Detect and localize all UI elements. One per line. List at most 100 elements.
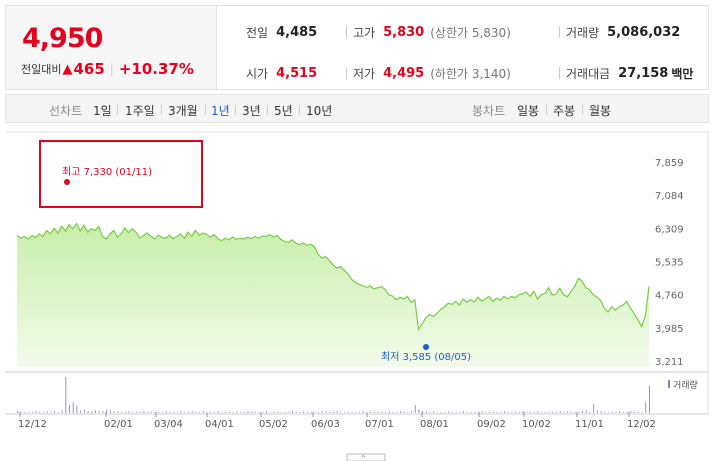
- volume-bar: [106, 409, 108, 413]
- volume-bar: [530, 412, 531, 413]
- candle-daily[interactable]: 일봉: [517, 104, 540, 118]
- volume-bar: [117, 411, 119, 413]
- period-3y[interactable]: 3년: [242, 104, 261, 118]
- volume-bar: [481, 411, 483, 413]
- chevron-up-icon: ^: [360, 454, 367, 461]
- volume-bar: [463, 411, 465, 413]
- volume-bar: [95, 410, 96, 413]
- x-tick-label: 03/04: [154, 419, 183, 430]
- volume-bar: [355, 412, 357, 413]
- candle-weekly[interactable]: 주봉: [553, 104, 576, 118]
- prev-close-value: 4,485: [276, 25, 318, 40]
- volume-bar: [466, 412, 468, 413]
- volume-bar: [507, 412, 509, 413]
- period-1w[interactable]: 1주일: [125, 104, 155, 118]
- volume-bar: [634, 412, 636, 413]
- y-tick-label: 3,985: [655, 324, 684, 335]
- up-arrow-icon: ▲: [62, 61, 73, 77]
- high-label: 고가: [353, 26, 376, 40]
- volume-bar: [578, 412, 580, 413]
- x-tick-label: 09/02: [477, 419, 506, 430]
- volume-bar: [128, 411, 130, 413]
- period-5y[interactable]: 5년: [274, 104, 293, 118]
- volume-bar: [585, 410, 587, 413]
- volume-bar: [266, 411, 267, 413]
- high-annotation: 최고 7,330 (01/11): [62, 166, 152, 178]
- volume-bar: [284, 412, 286, 413]
- volume-bar: [236, 411, 238, 413]
- volume-bar: [411, 411, 412, 413]
- volume-bar: [273, 412, 275, 413]
- volume-bar: [225, 412, 227, 413]
- volume-bar: [54, 411, 56, 413]
- volume-bar: [206, 412, 208, 413]
- volume-bar: [31, 412, 33, 413]
- volume-bar: [109, 410, 111, 413]
- volume-bar: [548, 412, 550, 413]
- volume-bar: [191, 411, 193, 413]
- volume-bar: [522, 411, 524, 413]
- volume-bar: [541, 412, 543, 413]
- volume-bar: [496, 412, 498, 413]
- volume-bar: [477, 412, 479, 413]
- volume-bar: [526, 412, 528, 413]
- period-1y[interactable]: 1년: [211, 104, 230, 118]
- change-row: 전일대비 ▲ 465 | +10.37%: [21, 60, 194, 78]
- volume-bar: [20, 412, 22, 413]
- volume-bar: [444, 412, 446, 413]
- volume-bar: [50, 412, 52, 413]
- period-1d[interactable]: 1일: [93, 104, 112, 118]
- volume-bar: [567, 411, 569, 413]
- open-label: 시가: [246, 67, 269, 81]
- volume-bar: [347, 412, 349, 413]
- volume-bar: [500, 412, 502, 413]
- volume-bar: [492, 412, 494, 413]
- volume-bar: [210, 412, 212, 413]
- trade-value-unit: 백만: [671, 67, 694, 81]
- volume-bar: [362, 411, 364, 413]
- volume-bar: [552, 412, 554, 413]
- low-value: 4,495: [383, 66, 425, 81]
- volume-bar: [184, 412, 186, 413]
- volume-bar: [176, 412, 178, 413]
- divider: [546, 105, 547, 115]
- divider: [205, 105, 206, 115]
- volume-bar: [161, 412, 163, 413]
- volume-bar: [340, 412, 342, 413]
- candle-monthly[interactable]: 월봉: [589, 104, 612, 118]
- volume-bar: [24, 412, 26, 413]
- x-tick-label: 02/01: [104, 419, 133, 430]
- x-tick-label: 12/12: [18, 419, 47, 430]
- volume-bar: [556, 412, 557, 413]
- volume-bar: [437, 412, 438, 413]
- volume-bar: [608, 412, 610, 413]
- volume-bar: [87, 411, 89, 413]
- volume-bar: [373, 412, 375, 413]
- volume-bar: [292, 411, 294, 413]
- lower-limit: (하한가 3,140): [430, 67, 511, 81]
- x-tick-label: 10/02: [522, 419, 551, 430]
- price-chart: 7,859 7,084 6,309 5,535 4,760 3,985 3,211 12/1…: [5, 124, 709, 461]
- volume-bar: [39, 412, 41, 413]
- upper-limit: (상한가 5,830): [430, 26, 511, 40]
- x-tick-label: 08/01: [420, 419, 449, 430]
- volume-bar: [240, 412, 241, 413]
- volume-bar: [533, 412, 535, 413]
- volume-bar: [61, 410, 63, 413]
- volume-bar: [622, 412, 624, 413]
- volume-bar: [377, 412, 379, 413]
- low-label: 저가: [353, 67, 376, 81]
- volume-bar: [329, 412, 331, 413]
- volume-bar: [537, 411, 539, 413]
- volume-bar: [615, 412, 617, 413]
- low-marker: [423, 344, 429, 350]
- period-10y[interactable]: 10년: [306, 104, 333, 118]
- volume-bar: [366, 412, 368, 413]
- volume-bar: [351, 412, 353, 413]
- period-3m[interactable]: 3개월: [168, 104, 198, 118]
- volume-bar: [132, 412, 134, 413]
- volume-bar: [35, 411, 37, 413]
- volume-bar: [299, 412, 301, 413]
- volume-bar: [429, 412, 431, 413]
- line-chart-label: 선차트: [49, 104, 83, 118]
